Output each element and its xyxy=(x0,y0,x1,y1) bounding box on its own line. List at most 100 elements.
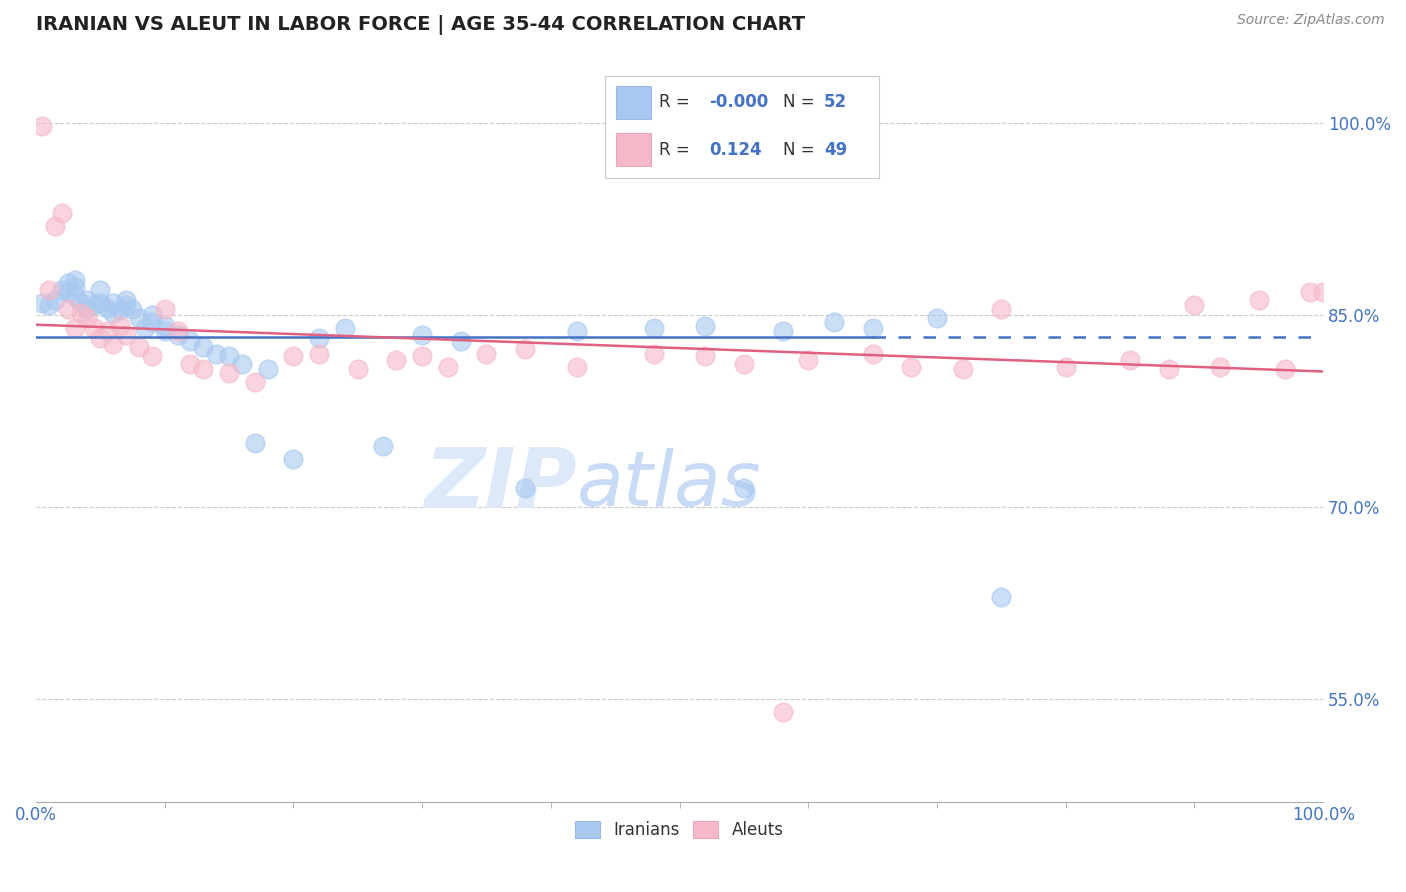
Point xyxy=(513,481,536,495)
Point xyxy=(96,324,118,338)
Point xyxy=(83,321,105,335)
Text: 49: 49 xyxy=(824,141,848,159)
Text: ZIP: ZIP xyxy=(425,444,576,525)
Point xyxy=(115,298,138,312)
Point xyxy=(141,349,163,363)
Point xyxy=(141,315,163,329)
Point xyxy=(179,357,201,371)
Point xyxy=(134,321,156,335)
Point xyxy=(565,324,588,338)
Point xyxy=(900,359,922,374)
Point xyxy=(695,349,717,363)
Point xyxy=(565,359,588,374)
Point xyxy=(89,331,111,345)
Legend: Iranians, Aleuts: Iranians, Aleuts xyxy=(568,814,790,847)
Point xyxy=(513,342,536,356)
Point xyxy=(1274,362,1296,376)
Point xyxy=(308,347,330,361)
Point xyxy=(385,353,408,368)
Point xyxy=(153,301,176,316)
Point xyxy=(56,277,79,291)
Point xyxy=(218,366,240,380)
Bar xyxy=(616,87,651,119)
Point xyxy=(862,321,884,335)
Point xyxy=(166,324,188,338)
Point xyxy=(115,293,138,307)
Point xyxy=(733,357,755,371)
Point xyxy=(96,301,118,315)
Point xyxy=(643,347,665,361)
Point xyxy=(243,375,266,389)
Point xyxy=(51,206,73,220)
Point xyxy=(76,310,98,325)
Point xyxy=(31,295,53,310)
Text: N =: N = xyxy=(783,141,820,159)
Point xyxy=(1157,362,1180,376)
Point xyxy=(108,303,131,318)
Point xyxy=(76,293,98,307)
Point xyxy=(925,310,948,325)
Point xyxy=(437,359,460,374)
Point xyxy=(38,298,60,312)
Text: 0.124: 0.124 xyxy=(709,141,762,159)
Point xyxy=(166,327,188,342)
Point xyxy=(346,362,368,376)
Point xyxy=(115,327,138,342)
Point xyxy=(56,301,79,316)
Point xyxy=(89,295,111,310)
Point xyxy=(231,357,253,371)
Point xyxy=(83,298,105,312)
Point xyxy=(411,327,433,342)
Point xyxy=(862,347,884,361)
Point xyxy=(1054,359,1077,374)
Point xyxy=(990,590,1012,604)
Point xyxy=(128,340,150,354)
Point xyxy=(89,283,111,297)
Point xyxy=(411,349,433,363)
Point xyxy=(1184,298,1206,312)
Point xyxy=(101,336,124,351)
Point xyxy=(101,295,124,310)
Point xyxy=(952,362,974,376)
Point xyxy=(772,324,794,338)
Point xyxy=(193,340,215,354)
Point xyxy=(797,353,820,368)
Point xyxy=(695,318,717,333)
Text: -0.000: -0.000 xyxy=(709,94,768,112)
Point xyxy=(193,362,215,376)
Point xyxy=(63,321,86,335)
Point xyxy=(38,283,60,297)
Text: R =: R = xyxy=(659,94,696,112)
Point xyxy=(283,349,305,363)
Point xyxy=(153,324,176,338)
Point xyxy=(1119,353,1142,368)
Point xyxy=(141,309,163,323)
Text: N =: N = xyxy=(783,94,820,112)
Point xyxy=(1209,359,1232,374)
Point xyxy=(733,481,755,495)
Point xyxy=(44,219,66,233)
Point xyxy=(218,349,240,363)
Point xyxy=(1299,285,1322,300)
Point xyxy=(128,310,150,325)
Point xyxy=(256,362,278,376)
Text: Source: ZipAtlas.com: Source: ZipAtlas.com xyxy=(1237,13,1385,28)
Point xyxy=(51,283,73,297)
Point xyxy=(450,334,472,348)
Point xyxy=(70,295,93,310)
Point xyxy=(108,318,131,333)
Point xyxy=(121,301,143,316)
Text: atlas: atlas xyxy=(576,448,761,522)
Point xyxy=(63,272,86,286)
Point xyxy=(308,331,330,345)
Point xyxy=(56,285,79,300)
Text: 52: 52 xyxy=(824,94,846,112)
Point xyxy=(990,301,1012,316)
Point xyxy=(70,306,93,320)
Point xyxy=(63,280,86,294)
Bar xyxy=(616,133,651,166)
Point xyxy=(643,321,665,335)
Point xyxy=(1312,285,1334,300)
Point xyxy=(772,705,794,719)
Point xyxy=(205,347,228,361)
